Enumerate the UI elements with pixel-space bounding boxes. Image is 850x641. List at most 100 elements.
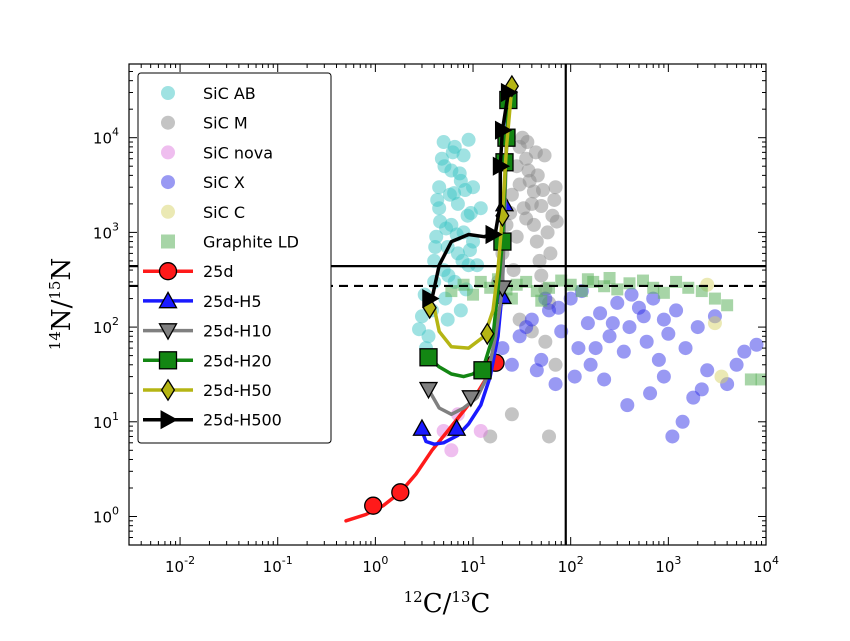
data-point [519, 320, 534, 335]
data-point [444, 443, 459, 458]
legend-swatch [161, 86, 175, 100]
data-point [610, 295, 625, 310]
legend-item-sic-c: SiC C [161, 203, 245, 222]
data-point [532, 253, 547, 268]
data-point [708, 292, 721, 305]
y-axis-mid: N/ [47, 299, 77, 331]
track-marker [422, 288, 440, 309]
data-point [534, 268, 549, 283]
data-point [737, 344, 752, 359]
series-sic-x [495, 284, 764, 444]
data-point [548, 377, 563, 392]
data-point [744, 373, 757, 386]
data-point [675, 414, 690, 429]
track-marker [492, 156, 511, 176]
data-point [504, 357, 519, 372]
grain-data [412, 130, 766, 458]
track-marker [160, 410, 178, 430]
data-point [430, 192, 445, 207]
data-point [530, 285, 543, 298]
data-point [428, 240, 443, 255]
data-point [593, 306, 608, 321]
x-tick-label: 100 [362, 554, 388, 576]
data-point [549, 214, 564, 229]
data-point [548, 357, 563, 372]
data-point [555, 274, 568, 287]
data-point [581, 273, 594, 286]
track-marker [412, 418, 432, 436]
data-point [512, 177, 527, 192]
data-point [564, 278, 577, 291]
model-tracks [344, 74, 520, 523]
track-marker [158, 323, 178, 341]
track-marker [158, 262, 178, 281]
data-point [460, 208, 475, 223]
track-marker [158, 351, 178, 370]
data-point [436, 135, 451, 150]
data-point [575, 285, 588, 298]
data-point [603, 271, 616, 284]
data-point [542, 429, 557, 444]
legend-swatch [161, 115, 175, 130]
track-marker [391, 483, 410, 502]
data-point [651, 352, 666, 367]
track-marker [447, 418, 467, 436]
data-point [646, 291, 661, 306]
legend-item-sic-nova: SiC nova [161, 143, 273, 162]
data-point [597, 372, 612, 387]
legend-label: SiC AB [203, 84, 256, 103]
data-point [453, 303, 468, 318]
data-point [526, 184, 541, 199]
legend-item-sic-x: SiC X [161, 173, 245, 192]
data-point [456, 148, 471, 163]
data-point [755, 373, 766, 386]
track-marker [419, 348, 438, 367]
data-point [571, 341, 586, 356]
data-point [445, 145, 460, 160]
legend-label: 25d-H20 [203, 351, 272, 370]
data-point [473, 423, 488, 438]
legend-item-25d-h500: 25d-H500 [143, 410, 282, 430]
y-tick-label: 101 [93, 410, 119, 432]
y-axis-end: N [47, 258, 77, 281]
x-tick-label: 10-1 [263, 554, 293, 576]
track-marker [461, 390, 481, 408]
data-point [721, 299, 734, 312]
legend-swatch [161, 234, 175, 249]
legend-item-graphite-ld: Graphite LD [161, 233, 299, 252]
data-point [495, 341, 510, 356]
track-marker [480, 322, 495, 346]
data-point [455, 253, 470, 268]
y-axis-title: 14N/15N [46, 258, 77, 350]
track-marker [500, 82, 519, 103]
data-point [647, 281, 660, 294]
data-point [616, 344, 631, 359]
data-point [461, 132, 476, 147]
data-point [657, 286, 670, 299]
data-point [639, 334, 654, 349]
y-axis-sup-15: 15 [46, 281, 64, 300]
data-point [534, 198, 549, 213]
data-point [529, 234, 544, 249]
track-line [426, 145, 509, 417]
data-point [414, 309, 429, 324]
data-point [439, 221, 454, 236]
data-point [567, 369, 582, 384]
data-point [457, 278, 470, 291]
x-tick-label: 104 [753, 554, 779, 576]
legend-label: SiC X [203, 173, 245, 192]
data-point [690, 320, 705, 335]
data-point [473, 201, 488, 216]
x-axis-end: C [470, 589, 490, 619]
track-marker [485, 224, 503, 245]
data-point [636, 274, 649, 287]
data-point [450, 196, 465, 211]
data-point [624, 287, 639, 302]
data-point [583, 357, 598, 372]
data-point [412, 322, 427, 337]
data-point [462, 243, 477, 258]
x-axis-mid: C/ [423, 589, 452, 619]
legend-label: 25d-H5 [203, 292, 262, 311]
data-point [665, 429, 680, 444]
